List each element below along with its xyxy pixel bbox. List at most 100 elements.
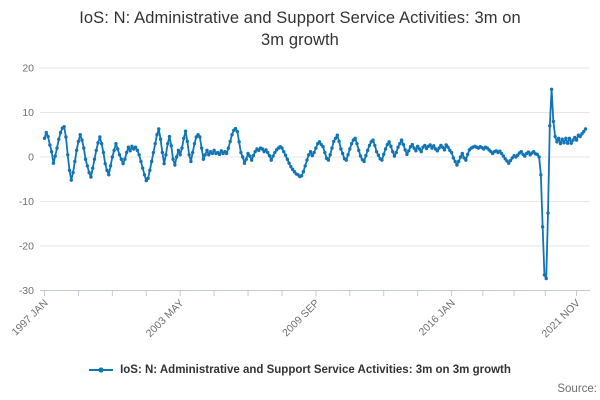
data-marker[interactable]	[119, 157, 123, 161]
data-marker[interactable]	[64, 135, 68, 139]
data-marker[interactable]	[446, 145, 450, 149]
data-marker[interactable]	[228, 139, 232, 144]
data-marker[interactable]	[201, 157, 206, 161]
data-marker[interactable]	[578, 134, 582, 139]
data-marker[interactable]	[66, 153, 70, 157]
data-marker[interactable]	[57, 137, 61, 141]
data-marker[interactable]	[166, 141, 170, 146]
data-marker[interactable]	[185, 139, 190, 144]
data-marker[interactable]	[414, 149, 418, 153]
data-marker[interactable]	[110, 155, 115, 159]
legend-item[interactable]: IoS: N: Administrative and Support Servi…	[89, 364, 511, 376]
data-marker[interactable]	[51, 161, 56, 165]
data-marker[interactable]	[348, 147, 352, 151]
data-marker[interactable]	[124, 150, 129, 155]
data-marker[interactable]	[344, 158, 348, 162]
data-marker[interactable]	[182, 136, 186, 141]
data-marker[interactable]	[410, 142, 415, 147]
data-marker[interactable]	[330, 146, 334, 150]
data-marker[interactable]	[105, 168, 109, 173]
data-marker[interactable]	[423, 143, 427, 148]
data-marker[interactable]	[92, 157, 97, 161]
data-marker[interactable]	[442, 148, 447, 152]
data-marker[interactable]	[114, 141, 118, 146]
data-marker[interactable]	[205, 148, 209, 153]
data-marker[interactable]	[157, 127, 161, 131]
data-marker[interactable]	[133, 145, 138, 149]
data-marker[interactable]	[374, 149, 379, 154]
data-marker[interactable]	[501, 154, 506, 158]
data-marker[interactable]	[358, 154, 363, 158]
data-marker[interactable]	[507, 161, 511, 165]
data-marker[interactable]	[171, 157, 175, 161]
data-marker[interactable]	[237, 140, 241, 144]
data-marker[interactable]	[537, 155, 541, 159]
data-marker[interactable]	[540, 225, 545, 229]
data-marker[interactable]	[523, 154, 527, 158]
data-marker[interactable]	[412, 146, 416, 150]
data-marker[interactable]	[508, 158, 513, 163]
data-marker[interactable]	[240, 155, 245, 159]
data-marker[interactable]	[83, 157, 88, 161]
data-marker[interactable]	[364, 153, 368, 158]
data-marker[interactable]	[142, 173, 147, 177]
data-marker[interactable]	[346, 153, 350, 157]
data-marker[interactable]	[174, 155, 179, 159]
data-marker[interactable]	[449, 150, 454, 155]
data-marker[interactable]	[526, 150, 531, 154]
data-marker[interactable]	[401, 142, 406, 147]
data-marker[interactable]	[323, 150, 327, 155]
data-marker[interactable]	[464, 158, 468, 162]
data-marker[interactable]	[312, 150, 316, 155]
data-marker[interactable]	[235, 129, 240, 134]
data-marker[interactable]	[217, 152, 222, 157]
data-marker[interactable]	[398, 141, 402, 146]
data-marker[interactable]	[192, 141, 197, 146]
data-marker[interactable]	[562, 141, 566, 145]
data-marker[interactable]	[271, 154, 275, 158]
data-marker[interactable]	[573, 135, 577, 140]
data-marker[interactable]	[126, 145, 131, 149]
data-marker[interactable]	[73, 159, 77, 164]
data-marker[interactable]	[583, 127, 588, 131]
data-marker[interactable]	[82, 146, 86, 150]
data-marker[interactable]	[149, 159, 154, 164]
data-marker[interactable]	[328, 153, 332, 157]
data-marker[interactable]	[349, 141, 354, 146]
data-marker[interactable]	[210, 151, 215, 156]
data-marker[interactable]	[98, 135, 102, 139]
data-marker[interactable]	[183, 129, 188, 133]
data-marker[interactable]	[158, 137, 163, 141]
data-marker[interactable]	[239, 150, 243, 155]
data-marker[interactable]	[78, 133, 82, 137]
data-marker[interactable]	[387, 140, 391, 144]
data-marker[interactable]	[289, 165, 293, 169]
data-marker[interactable]	[128, 149, 132, 153]
data-marker[interactable]	[94, 148, 98, 153]
data-marker[interactable]	[265, 150, 270, 155]
data-marker[interactable]	[555, 140, 559, 144]
data-marker[interactable]	[207, 153, 211, 157]
data-marker[interactable]	[465, 152, 470, 157]
data-marker[interactable]	[173, 163, 177, 167]
data-marker[interactable]	[403, 148, 407, 152]
data-marker[interactable]	[303, 164, 307, 168]
data-marker[interactable]	[189, 159, 193, 164]
data-marker[interactable]	[560, 137, 564, 141]
data-marker[interactable]	[415, 144, 420, 149]
data-marker[interactable]	[357, 148, 361, 153]
data-marker[interactable]	[385, 142, 390, 147]
data-marker[interactable]	[48, 143, 52, 147]
data-marker[interactable]	[96, 141, 100, 145]
data-marker[interactable]	[116, 147, 120, 151]
data-marker[interactable]	[417, 147, 422, 151]
data-marker[interactable]	[87, 170, 91, 175]
data-marker[interactable]	[146, 176, 150, 181]
data-marker[interactable]	[71, 170, 75, 175]
data-marker[interactable]	[246, 151, 250, 156]
data-marker[interactable]	[549, 87, 554, 92]
data-marker[interactable]	[539, 173, 543, 177]
data-marker[interactable]	[299, 173, 304, 178]
data-marker[interactable]	[337, 139, 341, 144]
